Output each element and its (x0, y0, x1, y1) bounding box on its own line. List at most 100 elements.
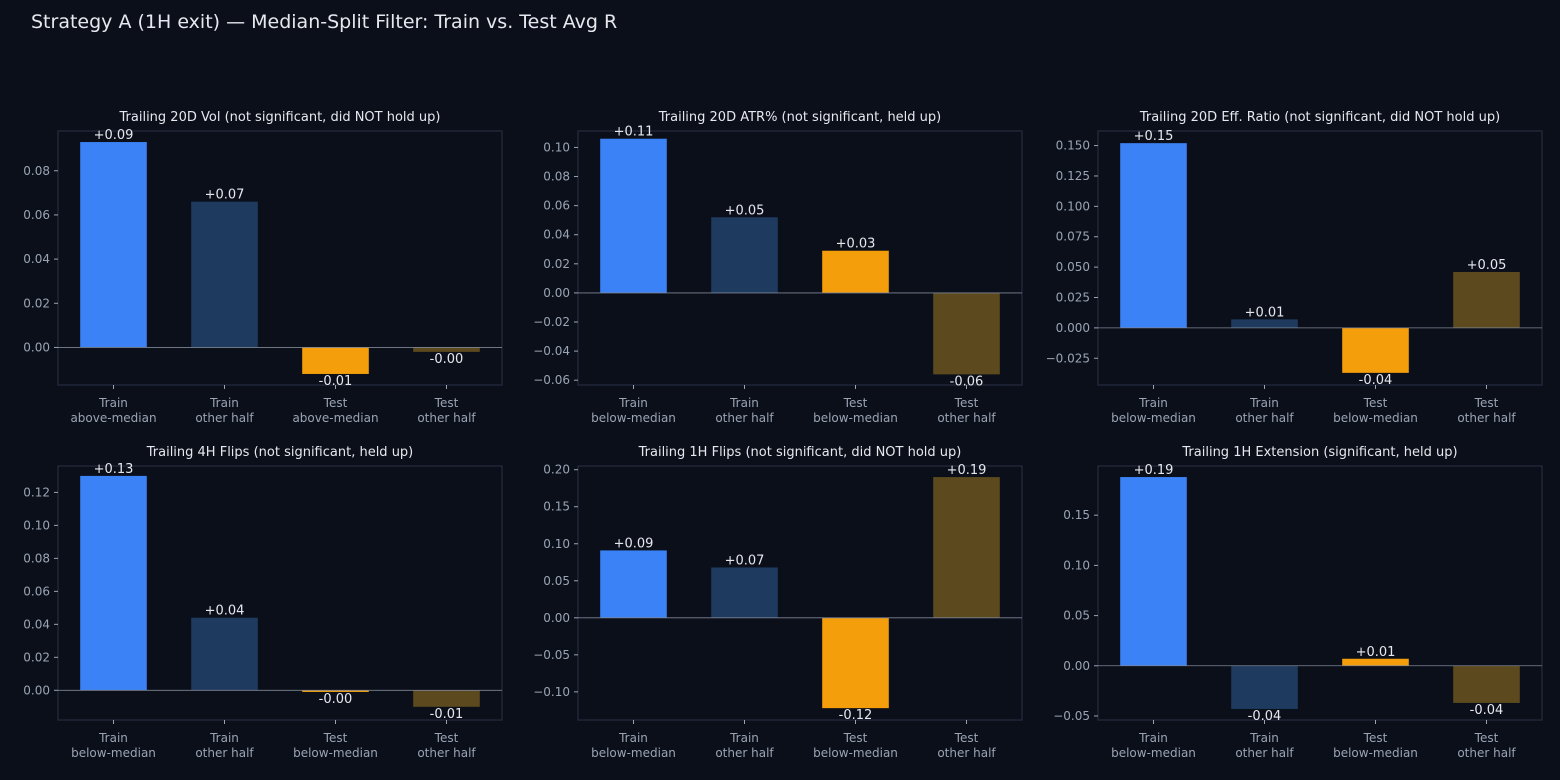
y-tick-label: 0.125 (1056, 169, 1090, 183)
data-label: +0.03 (836, 237, 876, 252)
data-label: -0.01 (430, 707, 464, 722)
chart-title: Trailing 20D ATR% (not significant, held… (658, 110, 942, 125)
chart-panel-4: Trailing 4H Flips (not significant, held… (23, 445, 503, 760)
plot-frame (57, 465, 503, 721)
x-tick-label: Test below-median (1333, 731, 1418, 760)
x-tick-label: Test other half (417, 396, 476, 425)
bar-4 (413, 347, 480, 352)
data-label: -0.06 (950, 374, 984, 389)
x-tick-label: Train below-median (1111, 731, 1196, 760)
x-tick-label: Test other half (1457, 731, 1516, 760)
x-tick-label: Test below-median (1333, 396, 1418, 425)
y-tick-label: −0.05 (533, 648, 570, 662)
data-label: +0.11 (614, 125, 654, 140)
data-label: +0.19 (947, 463, 987, 478)
x-tick-label: Test below-median (293, 731, 378, 760)
x-tick-label: Test below-median (813, 396, 898, 425)
y-tick-label: 0.02 (543, 257, 570, 271)
y-tick-label: 0.00 (1063, 659, 1090, 673)
bar-1 (80, 475, 147, 691)
y-tick-label: 0.06 (543, 199, 570, 213)
data-label: -0.04 (1248, 709, 1282, 724)
x-tick-label: Train other half (715, 731, 774, 760)
y-tick-label: 0.02 (23, 296, 50, 310)
chart-panel-3: Trailing 20D Eff. Ratio (not significant… (1046, 110, 1543, 425)
data-label: +0.07 (205, 188, 245, 203)
bar-4 (933, 477, 1000, 618)
x-tick-label: Train other half (715, 396, 774, 425)
bar-3 (822, 617, 889, 709)
x-tick-label: Train other half (1235, 731, 1294, 760)
bar-3 (1342, 658, 1409, 666)
x-tick-label: Train below-median (591, 396, 676, 425)
y-tick-label: 0.05 (1063, 609, 1090, 623)
x-tick-label: Train below-median (1111, 396, 1196, 425)
data-label: -0.00 (319, 692, 353, 707)
data-label: -0.00 (430, 352, 464, 367)
bar-3 (822, 250, 889, 293)
data-label: +0.09 (94, 128, 134, 143)
y-tick-label: 0.04 (543, 228, 570, 242)
x-tick-label: Train below-median (71, 731, 156, 760)
y-tick-label: 0.06 (23, 584, 50, 598)
bar-1 (600, 138, 667, 293)
bar-3 (1342, 327, 1409, 373)
chart-panel-6: Trailing 1H Extension (significant, held… (1053, 445, 1543, 760)
y-tick-label: 0.06 (23, 208, 50, 222)
y-tick-label: 0.00 (543, 286, 570, 300)
chart-panel-2: Trailing 20D ATR% (not significant, held… (533, 110, 1023, 425)
bar-2 (191, 201, 258, 348)
x-tick-label: Test below-median (813, 731, 898, 760)
y-tick-label: −0.025 (1046, 351, 1090, 365)
bar-4 (413, 690, 480, 707)
y-tick-label: 0.100 (1056, 199, 1090, 213)
y-tick-label: −0.06 (533, 373, 570, 387)
x-tick-label: Train below-median (591, 731, 676, 760)
data-label: +0.05 (1467, 258, 1507, 273)
x-tick-label: Train above-median (70, 396, 156, 425)
bar-4 (1453, 665, 1520, 703)
bar-2 (711, 217, 778, 293)
chart-title: Trailing 4H Flips (not significant, held… (146, 445, 414, 460)
y-tick-label: 0.00 (23, 683, 50, 697)
data-label: -0.12 (839, 708, 873, 723)
y-tick-label: 0.050 (1056, 260, 1090, 274)
y-tick-label: 0.150 (1056, 139, 1090, 153)
bar-4 (933, 292, 1000, 375)
x-tick-label: Train other half (1235, 396, 1294, 425)
y-tick-label: 0.025 (1056, 290, 1090, 304)
y-tick-label: −0.04 (533, 344, 570, 358)
x-tick-label: Test other half (417, 731, 476, 760)
x-tick-label: Train other half (195, 396, 254, 425)
data-label: +0.05 (725, 203, 765, 218)
data-label: +0.01 (1356, 645, 1396, 660)
data-label: +0.13 (94, 462, 134, 477)
bar-2 (191, 617, 258, 691)
data-label: -0.04 (1359, 373, 1393, 388)
y-tick-label: 0.15 (543, 500, 570, 514)
y-tick-label: 0.05 (543, 574, 570, 588)
y-tick-label: 0.075 (1056, 230, 1090, 244)
y-tick-label: 0.12 (23, 485, 50, 499)
x-tick-label: Test other half (937, 396, 996, 425)
y-tick-label: 0.10 (23, 518, 50, 532)
plot-frame (1097, 130, 1543, 386)
plot-frame (577, 130, 1023, 386)
bar-2 (711, 567, 778, 618)
chart-title: Trailing 1H Flips (not significant, did … (638, 445, 962, 460)
y-tick-label: 0.02 (23, 650, 50, 664)
y-tick-label: 0.08 (543, 170, 570, 184)
y-tick-label: 0.15 (1063, 508, 1090, 522)
y-tick-label: 0.08 (23, 551, 50, 565)
y-tick-label: 0.10 (543, 537, 570, 551)
bar-3 (302, 347, 369, 374)
data-label: +0.09 (614, 536, 654, 551)
plot-frame (577, 465, 1023, 721)
y-tick-label: −0.10 (533, 685, 570, 699)
y-tick-label: 0.00 (23, 340, 50, 354)
plot-frame (57, 130, 503, 386)
y-tick-label: −0.02 (533, 315, 570, 329)
bar-1 (1120, 477, 1187, 666)
chart-title: Trailing 20D Eff. Ratio (not significant… (1139, 110, 1500, 125)
